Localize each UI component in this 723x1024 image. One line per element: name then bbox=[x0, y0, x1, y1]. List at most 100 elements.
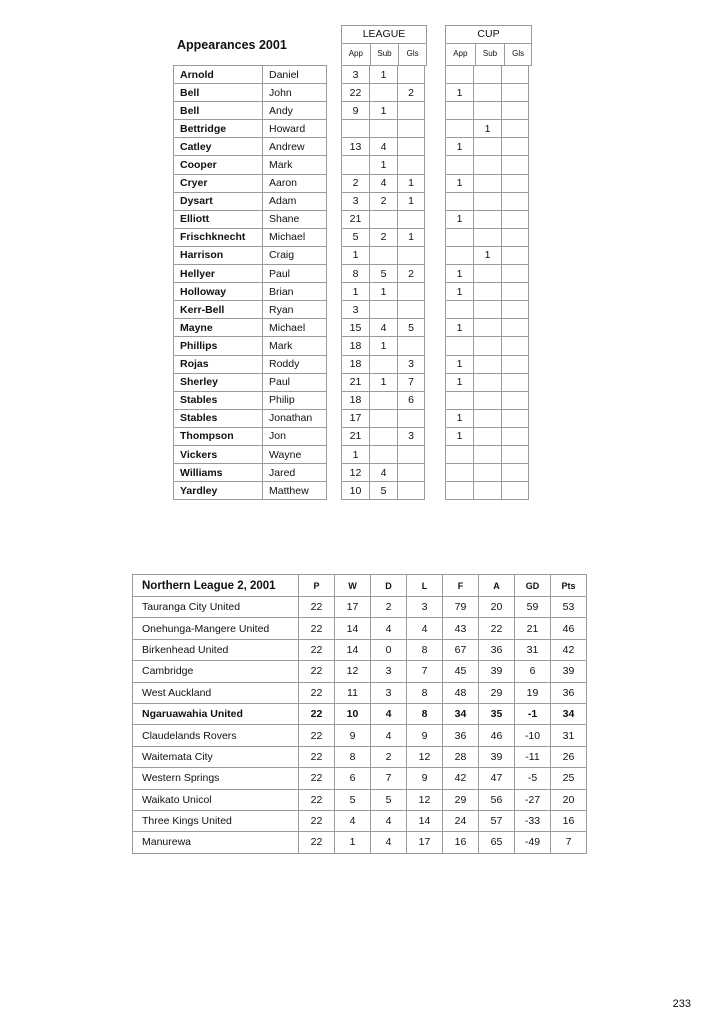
first-name: Philip bbox=[262, 390, 327, 410]
stat-a: 47 bbox=[478, 767, 515, 790]
team-name: Waitemata City bbox=[132, 745, 299, 769]
cup-sub bbox=[473, 463, 502, 483]
league-app: 3 bbox=[341, 300, 370, 320]
stat-w: 5 bbox=[334, 788, 371, 811]
surname: Yardley bbox=[173, 481, 263, 501]
surname: Sherley bbox=[173, 372, 263, 392]
league-table-title: Northern League 2, 2001 bbox=[132, 574, 299, 597]
col-app: App bbox=[342, 44, 371, 65]
stat-pts: 16 bbox=[550, 809, 587, 833]
player-row: Vickers Wayne bbox=[173, 444, 327, 465]
page-number: 233 bbox=[672, 998, 691, 1010]
stat-gd: -49 bbox=[514, 831, 551, 854]
league-app: 18 bbox=[341, 390, 370, 410]
cup-app bbox=[445, 390, 474, 410]
league-stats-row: 1 bbox=[341, 245, 425, 266]
cup-sub: 1 bbox=[473, 119, 502, 139]
surname: Bell bbox=[173, 101, 263, 121]
cup-gls bbox=[501, 173, 529, 193]
surname: Rojas bbox=[173, 354, 263, 374]
cup-stats-row bbox=[445, 227, 529, 247]
league-gls: 3 bbox=[397, 426, 425, 446]
league-sub: 1 bbox=[369, 372, 398, 392]
player-row: Bell Andy bbox=[173, 101, 327, 121]
league-app: 18 bbox=[341, 336, 370, 356]
league-app: 3 bbox=[341, 191, 370, 211]
first-name: Shane bbox=[262, 209, 327, 229]
cup-app: 1 bbox=[445, 372, 474, 392]
stat-a: 56 bbox=[478, 788, 515, 811]
league-app: 21 bbox=[341, 426, 370, 446]
league-sub bbox=[369, 354, 398, 374]
league-gls: 2 bbox=[397, 264, 425, 284]
stat-gd: 31 bbox=[514, 638, 551, 662]
league-app: 12 bbox=[341, 463, 370, 483]
first-name: Aaron bbox=[262, 173, 327, 193]
league-app: 1 bbox=[341, 245, 370, 266]
stat-f: 45 bbox=[442, 660, 479, 683]
player-row: Frischknecht Michael bbox=[173, 227, 327, 247]
surname: Bettridge bbox=[173, 119, 263, 139]
cup-gls bbox=[501, 191, 529, 211]
league-gls: 3 bbox=[397, 354, 425, 374]
cup-stats-row: 1 bbox=[445, 408, 529, 428]
first-name: Matthew bbox=[262, 481, 327, 501]
league-gls: 2 bbox=[397, 83, 425, 103]
surname: Stables bbox=[173, 408, 263, 428]
stat-w: 12 bbox=[334, 660, 371, 683]
surname: Holloway bbox=[173, 282, 263, 302]
league-gls bbox=[397, 155, 425, 175]
first-name: Michael bbox=[262, 318, 327, 338]
league-stats-row: 18 3 bbox=[341, 354, 425, 374]
stat-w: 8 bbox=[334, 745, 371, 769]
stat-d: 2 bbox=[370, 745, 407, 769]
stat-pts: 53 bbox=[550, 595, 587, 619]
stat-a: 22 bbox=[478, 617, 515, 640]
stat-l: 12 bbox=[406, 745, 443, 769]
cup-app: 1 bbox=[445, 426, 474, 446]
team-row: Manurewa 22 1 4 17 16 65 -49 7 bbox=[132, 831, 587, 854]
league-sub: 1 bbox=[369, 155, 398, 175]
team-row: Cambridge 22 12 3 7 45 39 6 39 bbox=[132, 660, 587, 683]
stat-d: 2 bbox=[370, 595, 407, 619]
stat-d: 0 bbox=[370, 638, 407, 662]
surname: Kerr-Bell bbox=[173, 300, 263, 320]
league-gls bbox=[397, 119, 425, 139]
team-row: Waitemata City 22 8 2 12 28 39 -11 26 bbox=[132, 745, 587, 769]
stat-f: 48 bbox=[442, 681, 479, 704]
league-gls bbox=[397, 245, 425, 266]
cup-sub bbox=[473, 300, 502, 320]
cup-app bbox=[445, 101, 474, 121]
league-stats-row: 1 bbox=[341, 444, 425, 465]
cup-app: 1 bbox=[445, 264, 474, 284]
league-stats-row: 18 6 bbox=[341, 390, 425, 410]
cup-stats-row bbox=[445, 390, 529, 410]
stat-d: 4 bbox=[370, 702, 407, 726]
league-sub: 1 bbox=[369, 282, 398, 302]
cup-gls bbox=[501, 300, 529, 320]
player-row: Thompson Jon bbox=[173, 426, 327, 446]
cup-sub bbox=[473, 444, 502, 465]
stat-gd: -10 bbox=[514, 724, 551, 747]
player-row: Mayne Michael bbox=[173, 318, 327, 338]
first-name: Paul bbox=[262, 372, 327, 392]
league-gls bbox=[397, 282, 425, 302]
league-gls bbox=[397, 64, 425, 85]
cup-sub bbox=[473, 426, 502, 446]
league-app: 1 bbox=[341, 282, 370, 302]
cup-label: CUP bbox=[446, 26, 531, 44]
stat-pts: 20 bbox=[550, 788, 587, 811]
stat-pts: 31 bbox=[550, 724, 587, 747]
cup-stats-row: 1 bbox=[445, 83, 529, 103]
cup-stats-row bbox=[445, 101, 529, 121]
cup-stats-row bbox=[445, 444, 529, 465]
league-sub bbox=[369, 245, 398, 266]
stat-d: 3 bbox=[370, 681, 407, 704]
surname: Cooper bbox=[173, 155, 263, 175]
stat-w: 17 bbox=[334, 595, 371, 619]
stat-f: 28 bbox=[442, 745, 479, 769]
surname: Stables bbox=[173, 390, 263, 410]
col-f: F bbox=[442, 574, 479, 597]
